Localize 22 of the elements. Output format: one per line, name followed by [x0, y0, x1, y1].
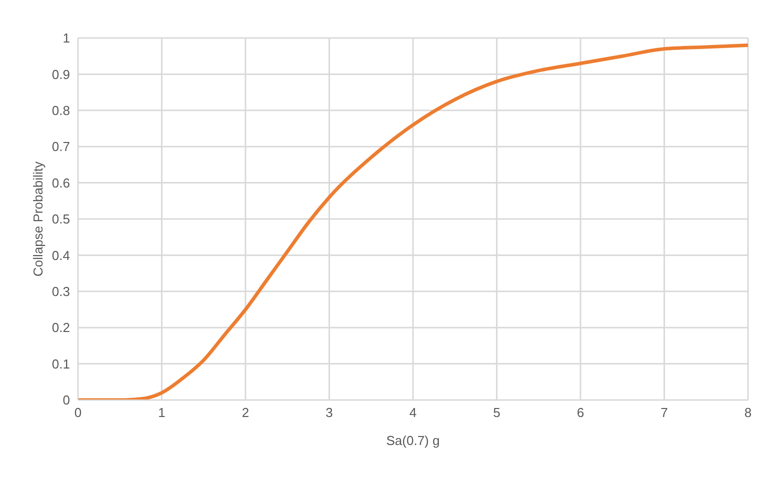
y-tick-label: 0.1 — [52, 356, 70, 372]
x-tick-label: 1 — [158, 405, 166, 420]
y-tick-label: 0.2 — [52, 320, 70, 336]
x-tick-label: 0 — [74, 405, 82, 420]
x-axis-title: Sa(0.7) g — [386, 433, 440, 448]
y-axis-title: Collapse Probability — [30, 161, 46, 276]
x-tick-label: 5 — [493, 405, 500, 420]
y-tick-label: 0.7 — [52, 139, 70, 154]
y-tick-label: 0.9 — [52, 66, 70, 82]
y-tick-label: 0.3 — [52, 284, 70, 300]
y-tick-label: 0.8 — [52, 103, 70, 118]
y-tick-label: 0.5 — [52, 212, 70, 227]
x-tick-label: 3 — [326, 405, 333, 420]
y-tick-label: 0 — [62, 392, 70, 408]
x-tick-label: 2 — [242, 405, 250, 420]
y-tick-label: 0.6 — [52, 175, 70, 190]
x-tick-label: 7 — [660, 405, 668, 420]
x-tick-label: 6 — [576, 405, 584, 420]
y-tick-label: 1 — [62, 30, 70, 46]
x-tick-label: 8 — [744, 405, 752, 420]
y-tick-label: 0.4 — [52, 248, 70, 263]
x-tick-label: 4 — [409, 405, 417, 420]
